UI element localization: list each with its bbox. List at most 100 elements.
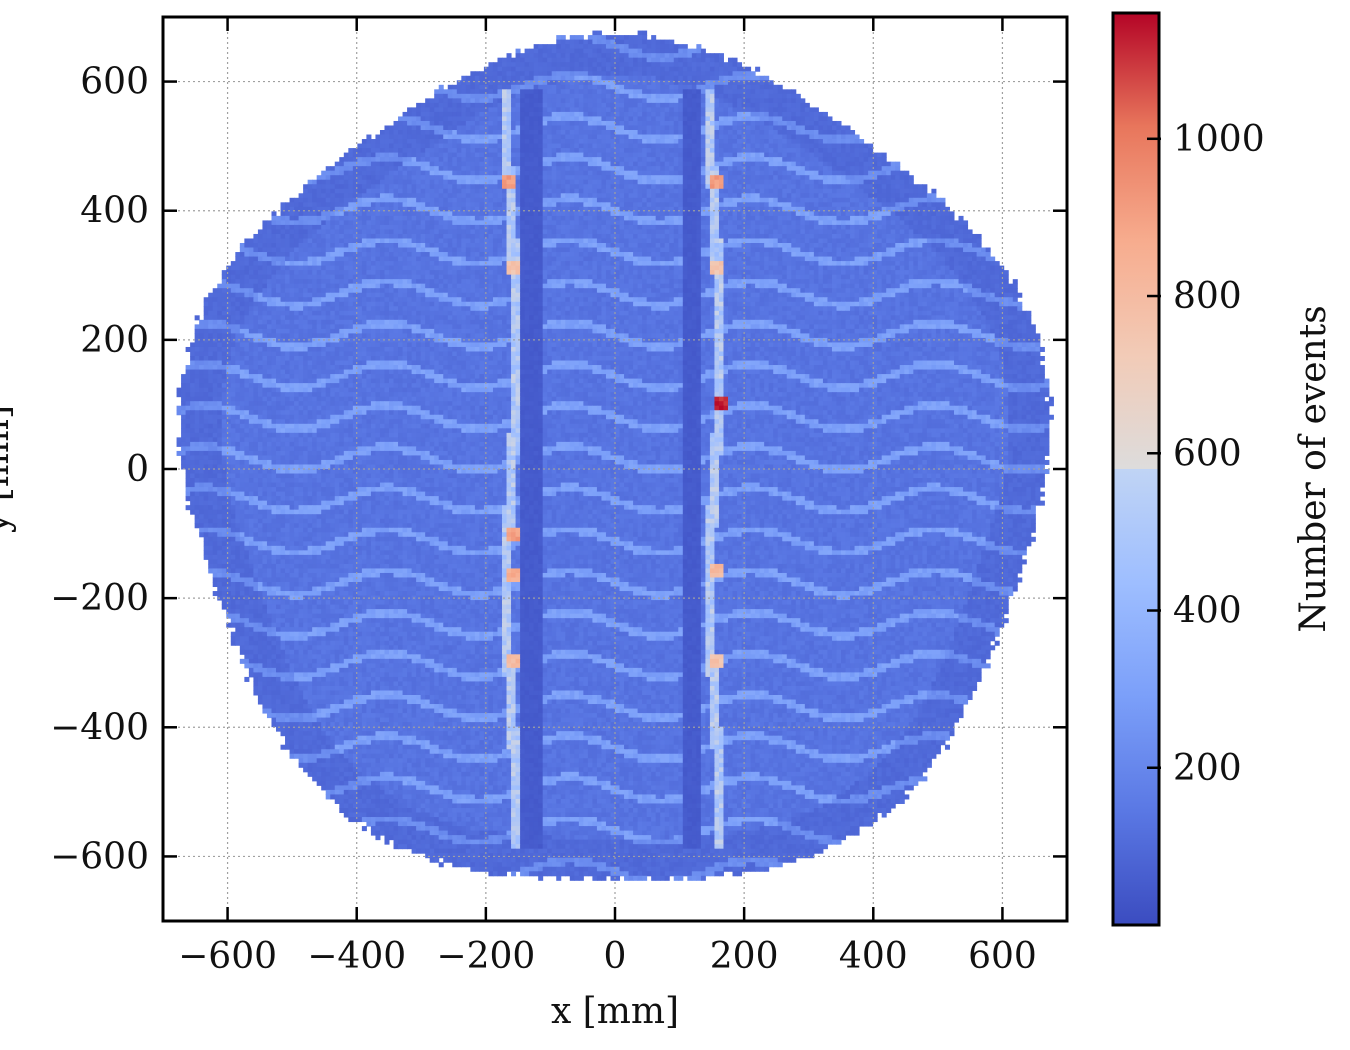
heatmap-cell xyxy=(764,234,769,239)
heatmap-cell xyxy=(488,71,493,76)
heatmap-cell xyxy=(733,107,738,112)
heatmap-cell xyxy=(755,103,760,108)
heatmap-cell xyxy=(909,243,914,248)
heatmap-cell xyxy=(389,153,394,158)
heatmap-cell xyxy=(733,76,738,81)
heatmap-cell xyxy=(719,58,724,63)
heatmap-cell xyxy=(760,175,765,180)
heatmap-cell xyxy=(692,144,697,149)
heatmap-cell xyxy=(448,139,453,144)
heatmap-cell xyxy=(751,89,756,94)
heatmap-cell xyxy=(357,153,362,158)
heatmap-cell xyxy=(891,175,896,180)
heatmap-cell xyxy=(891,211,896,216)
heatmap-cell xyxy=(836,171,841,176)
heatmap-cell xyxy=(601,184,606,189)
heatmap-cell xyxy=(407,130,412,135)
heatmap-cell xyxy=(647,130,652,135)
heatmap-cell xyxy=(656,58,661,63)
heatmap-cell xyxy=(778,198,783,203)
heatmap-cell xyxy=(470,193,475,198)
heatmap-cell xyxy=(583,58,588,63)
heatmap-cell xyxy=(511,107,516,112)
heatmap-cell xyxy=(800,243,805,248)
heatmap-cell xyxy=(430,216,435,221)
heatmap-cell xyxy=(687,238,692,243)
heatmap-cell xyxy=(800,153,805,158)
heatmap-cell xyxy=(814,130,819,135)
heatmap-cell xyxy=(475,139,480,144)
heatmap-cell xyxy=(416,153,421,158)
heatmap-cell xyxy=(344,229,349,234)
heatmap-cell xyxy=(886,180,891,185)
heatmap-cell xyxy=(624,211,629,216)
heatmap-cell xyxy=(719,125,724,130)
heatmap-cell xyxy=(904,198,909,203)
heatmap-cell xyxy=(525,184,530,189)
heatmap-cell xyxy=(475,225,480,230)
heatmap-cell xyxy=(836,189,841,194)
heatmap-cell xyxy=(520,53,525,58)
heatmap-cell xyxy=(574,103,579,108)
heatmap-cell xyxy=(959,234,964,239)
heatmap-cell xyxy=(864,153,869,158)
heatmap-cell xyxy=(665,40,670,45)
heatmap-cell xyxy=(629,229,634,234)
heatmap-cell xyxy=(638,67,643,72)
heatmap-cell xyxy=(416,130,421,135)
heatmap-cell xyxy=(827,216,832,221)
heatmap-cell xyxy=(290,198,295,203)
heatmap-cell xyxy=(583,175,588,180)
heatmap-cell xyxy=(561,234,566,239)
heatmap-cell xyxy=(656,98,661,103)
heatmap-cell xyxy=(710,184,715,189)
heatmap-cell xyxy=(362,171,367,176)
heatmap-cell xyxy=(371,139,376,144)
heatmap-cell xyxy=(330,211,335,216)
heatmap-cell xyxy=(705,67,710,72)
heatmap-cell xyxy=(723,189,728,194)
heatmap-cell xyxy=(570,211,575,216)
heatmap-cell xyxy=(488,85,493,90)
heatmap-cell xyxy=(452,225,457,230)
heatmap-cell xyxy=(900,198,905,203)
heatmap-cell xyxy=(479,198,484,203)
heatmap-cell xyxy=(538,98,543,103)
heatmap-cell xyxy=(651,67,656,72)
heatmap-cell xyxy=(570,184,575,189)
heatmap-cell xyxy=(809,229,814,234)
heatmap-cell xyxy=(787,121,792,126)
heatmap-cell xyxy=(656,148,661,153)
heatmap-cell xyxy=(746,148,751,153)
heatmap-cell xyxy=(945,238,950,243)
heatmap-cell xyxy=(588,67,593,72)
heatmap-cell xyxy=(534,216,539,221)
heatmap-cell xyxy=(733,103,738,108)
heatmap-cell xyxy=(683,121,688,126)
heatmap-cell xyxy=(556,116,561,121)
heatmap-cell xyxy=(452,211,457,216)
heatmap-cell xyxy=(737,238,742,243)
heatmap-cell xyxy=(877,243,882,248)
heatmap-cell xyxy=(507,162,512,167)
heatmap-cell xyxy=(796,121,801,126)
heatmap-cell xyxy=(606,162,611,167)
heatmap-cell xyxy=(683,180,688,185)
heatmap-cell xyxy=(760,198,765,203)
heatmap-cell xyxy=(466,153,471,158)
heatmap-cell xyxy=(597,216,602,221)
heatmap-cell xyxy=(669,202,674,207)
heatmap-cell xyxy=(674,148,679,153)
heatmap-cell xyxy=(796,98,801,103)
heatmap-cell xyxy=(778,130,783,135)
heatmap-cell xyxy=(782,238,787,243)
heatmap-cell xyxy=(475,238,480,243)
heatmap-cell xyxy=(579,162,584,167)
heatmap-cell xyxy=(303,211,308,216)
heatmap-cell xyxy=(674,202,679,207)
heatmap-cell xyxy=(620,238,625,243)
heatmap-cell xyxy=(588,180,593,185)
heatmap-cell xyxy=(407,234,412,239)
heatmap-cell xyxy=(904,175,909,180)
heatmap-cell xyxy=(380,211,385,216)
